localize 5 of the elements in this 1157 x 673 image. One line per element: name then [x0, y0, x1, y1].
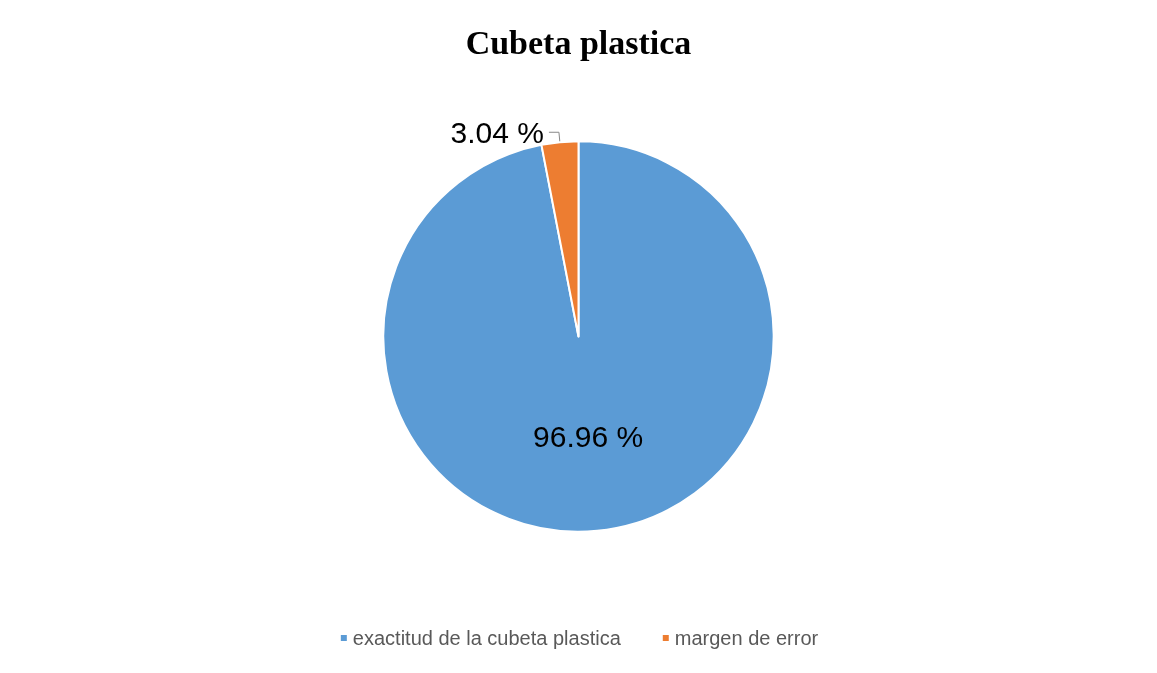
data-label: 96.96 %	[533, 420, 644, 454]
chart-title: Cubeta plastica	[465, 23, 692, 61]
legend-label: exactitud de la cubeta plastica	[352, 627, 622, 649]
data-label: 3.04 %	[450, 115, 544, 149]
legend-label: margen de error	[674, 627, 819, 649]
